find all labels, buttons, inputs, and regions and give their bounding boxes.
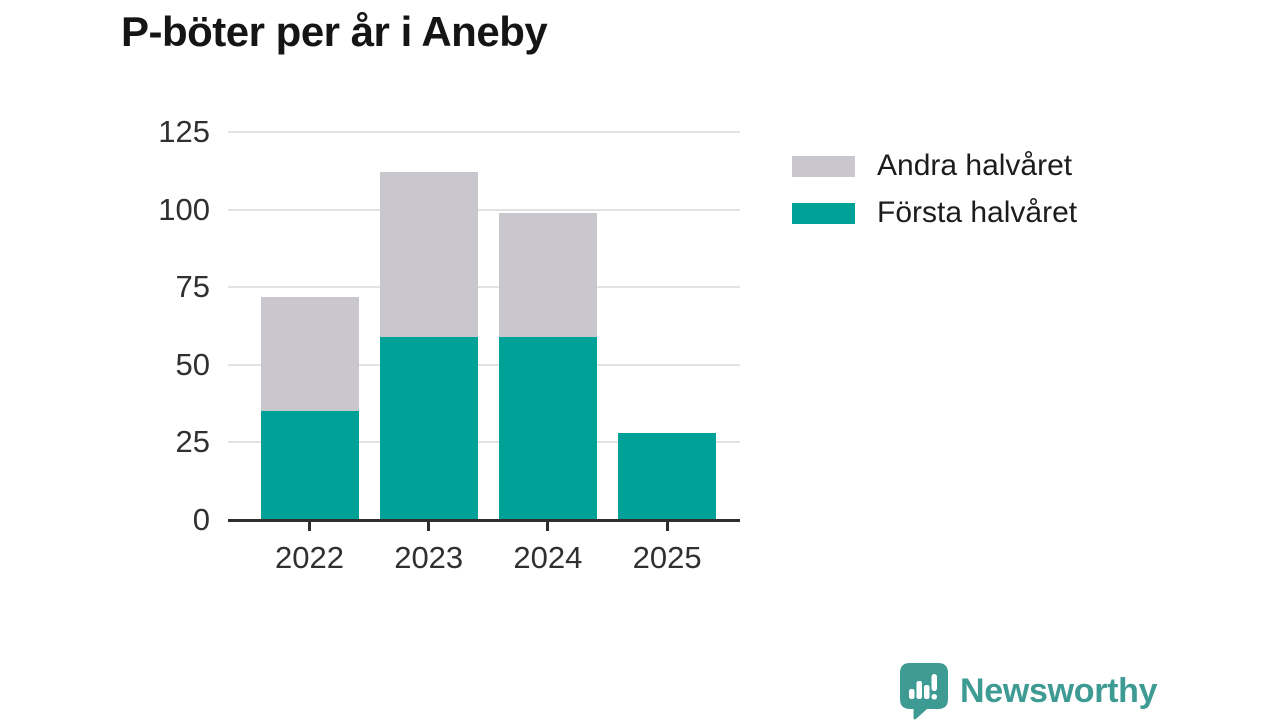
x-axis-tick-2022 [308, 521, 311, 531]
legend-item-andra-halvaret: Andra halvåret [792, 151, 1077, 181]
legend-label-andra-halvaret: Andra halvåret [877, 149, 1073, 182]
x-axis-tick-2025 [665, 521, 669, 531]
gridline-50 [228, 363, 740, 366]
newsworthy-logo-icon [900, 663, 948, 720]
x-axis-line [228, 518, 740, 522]
chart-legend: Andra halvåret Första halvåret [792, 151, 1077, 245]
chart-title: P-böter per år i Aneby [121, 8, 548, 55]
y-axis-label-0: 0 [192, 502, 210, 537]
newsworthy-branding: Newsworthy [900, 663, 1158, 720]
bar-2022-andra-halvaret [260, 296, 359, 412]
bar-2023-forsta-halvaret [379, 336, 478, 520]
gridline-100 [228, 208, 740, 211]
gridline-125 [228, 131, 740, 133]
gridline-25 [228, 441, 740, 444]
bar-2023-andra-halvaret [379, 172, 478, 337]
x-axis-label-2025: 2025 [632, 540, 702, 575]
x-axis-label-2022: 2022 [275, 540, 344, 575]
x-axis-label-2023: 2023 [394, 540, 464, 575]
legend-swatch-andra-halvaret [792, 155, 855, 177]
bar-2025-forsta-halvaret [618, 433, 717, 520]
y-axis-label-50: 50 [175, 346, 210, 382]
legend-item-forsta-halvaret: Första halvåret [792, 198, 1077, 228]
y-axis-label-75: 75 [175, 269, 210, 305]
x-axis-tick-2023 [427, 521, 431, 531]
y-axis-label-25: 25 [175, 424, 210, 460]
newsworthy-logo-text: Newsworthy [960, 672, 1158, 710]
y-axis-label-125: 125 [158, 114, 210, 149]
bar-2024-forsta-halvaret [498, 336, 597, 520]
bar-2024-andra-halvaret [498, 212, 597, 337]
bar-2022-forsta-halvaret [260, 411, 359, 520]
legend-label-forsta-halvaret: Första halvåret [877, 196, 1078, 229]
x-axis-label-2024: 2024 [513, 540, 583, 575]
y-axis-label-100: 100 [158, 191, 210, 227]
gridline-75 [228, 286, 740, 289]
legend-swatch-forsta-halvaret [792, 202, 855, 224]
x-axis-tick-2024 [546, 521, 550, 531]
